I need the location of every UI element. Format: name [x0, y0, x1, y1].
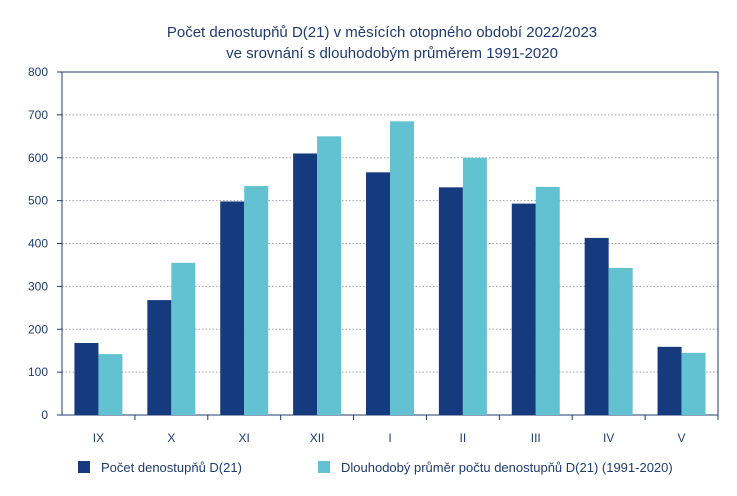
bar-series-2 — [681, 352, 706, 415]
legend-swatch-series-1 — [78, 461, 90, 473]
y-tick-label: 100 — [28, 365, 48, 379]
bar-series-1 — [293, 153, 318, 415]
x-tick-label: IX — [93, 431, 104, 445]
y-tick-label: 800 — [28, 65, 48, 79]
bar-series-2 — [244, 186, 269, 415]
y-axis-ticks: 0 100 200 300 400 500 600 700 800 — [28, 65, 62, 422]
bar-series-1 — [511, 203, 536, 415]
x-tick-label: XI — [239, 431, 250, 445]
x-axis-ticks: IX X XI XII I II III IV V — [93, 415, 719, 445]
chart-title-line-2: ve srovnání s dlouhodobým průměrem 1991-… — [226, 45, 558, 62]
legend-label-series-1: Počet denostupňů D(21) — [101, 460, 242, 475]
x-tick-label: X — [167, 431, 175, 445]
bar-series-1 — [147, 300, 172, 415]
legend-label-series-2: Dlouhodobý průměr počtu denostupňů D(21)… — [341, 460, 673, 475]
bar-series-2 — [608, 267, 633, 415]
bar-series-1 — [584, 237, 609, 415]
y-tick-label: 600 — [28, 151, 48, 165]
bar-series-1 — [366, 172, 390, 415]
chart-title-line-1: Počet denostupňů D(21) v měsících otopné… — [167, 24, 597, 41]
legend-swatch-series-2 — [318, 461, 330, 473]
bar-series-2 — [317, 136, 342, 415]
y-tick-label: 500 — [28, 194, 48, 208]
x-tick-label: XII — [310, 431, 325, 445]
y-tick-label: 700 — [28, 108, 48, 122]
x-tick-label: V — [678, 431, 686, 445]
y-tick-label: 200 — [28, 322, 48, 336]
x-tick-label: II — [460, 431, 467, 445]
bar-series-2 — [171, 262, 196, 415]
bar-series-2 — [462, 157, 487, 415]
bar-series-2 — [390, 121, 414, 416]
y-tick-label: 400 — [28, 237, 48, 251]
bar-series-1 — [220, 201, 245, 415]
bars — [74, 121, 706, 416]
bar-series-1 — [74, 342, 99, 415]
y-tick-label: 300 — [28, 279, 48, 293]
x-tick-label: IV — [603, 431, 614, 445]
x-tick-label: I — [388, 431, 391, 445]
bar-series-2 — [535, 186, 560, 415]
legend: Počet denostupňů D(21) Dlouhodobý průměr… — [78, 460, 673, 475]
bar-series-1 — [438, 187, 463, 415]
x-tick-label: III — [531, 431, 541, 445]
bar-series-2 — [98, 354, 123, 415]
y-tick-label: 0 — [41, 408, 48, 422]
bar-series-1 — [657, 346, 682, 415]
